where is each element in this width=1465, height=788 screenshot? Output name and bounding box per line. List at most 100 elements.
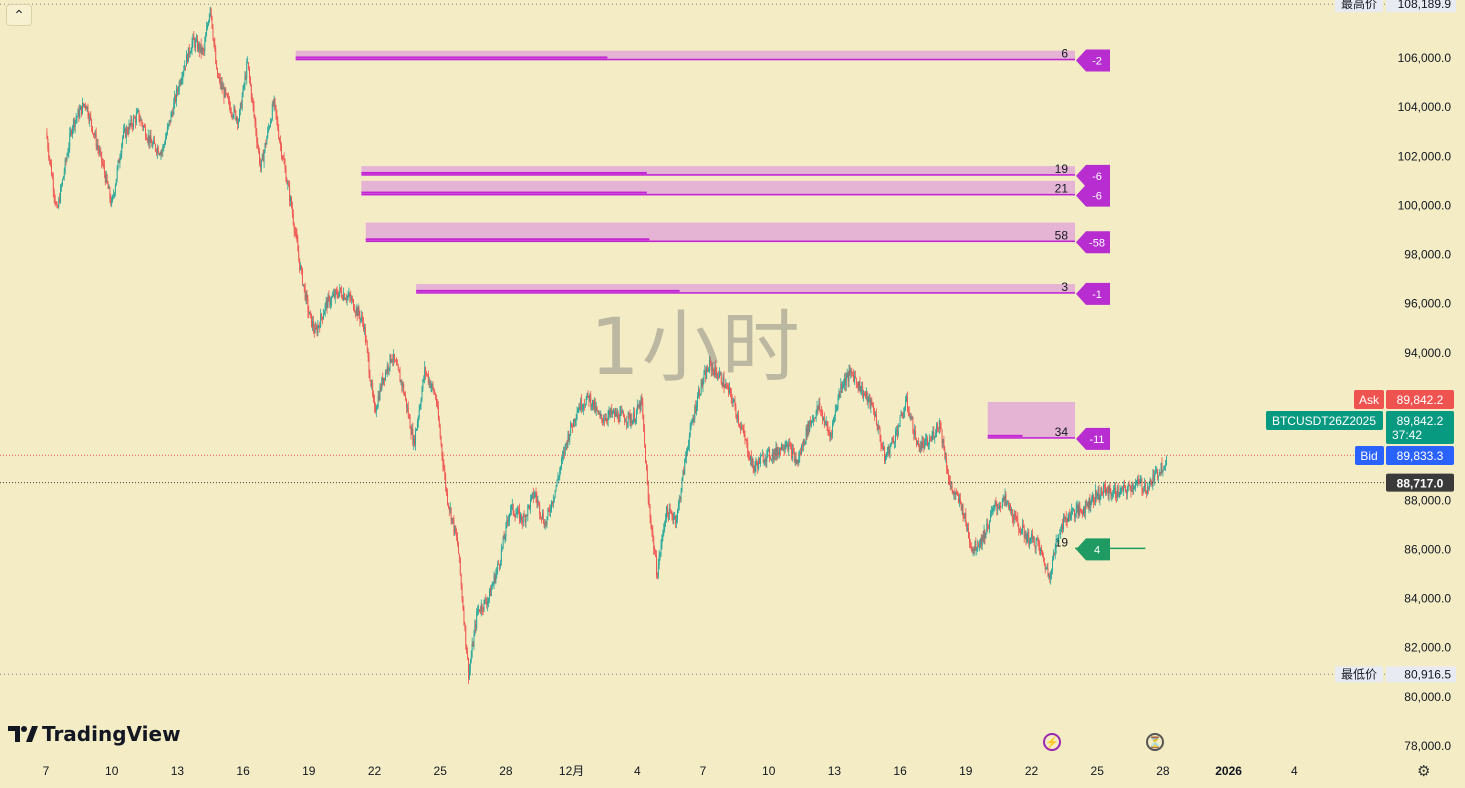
candle xyxy=(654,545,656,555)
candle xyxy=(1083,505,1085,518)
candle xyxy=(584,403,586,409)
candle-body xyxy=(126,128,128,133)
candle-body xyxy=(1161,463,1163,473)
candle xyxy=(86,106,88,112)
candle xyxy=(363,316,364,332)
candle xyxy=(322,316,323,325)
candle-body xyxy=(1036,539,1038,541)
candle-body xyxy=(732,401,734,404)
candle-body xyxy=(979,538,981,546)
candle xyxy=(579,402,581,411)
candle xyxy=(460,573,462,590)
candle xyxy=(425,366,427,380)
candle-body xyxy=(837,398,839,408)
candle-body xyxy=(372,383,374,395)
candle xyxy=(736,413,738,423)
candle xyxy=(1095,490,1097,503)
candle-body xyxy=(579,407,581,410)
candle-body xyxy=(409,416,411,429)
candle xyxy=(956,488,958,496)
candle xyxy=(1139,474,1141,487)
candle xyxy=(643,414,645,433)
candle xyxy=(1137,474,1139,486)
candle-body xyxy=(281,156,283,159)
candle xyxy=(572,418,574,427)
candle xyxy=(160,149,162,160)
candle xyxy=(1076,500,1078,513)
candle xyxy=(339,283,341,297)
candle-body xyxy=(381,378,383,390)
candle-body xyxy=(338,292,340,298)
candle xyxy=(549,504,551,517)
candle xyxy=(965,508,967,527)
candle-body xyxy=(102,162,104,165)
candle xyxy=(744,430,746,445)
candle xyxy=(393,349,395,366)
candle-body xyxy=(779,447,781,455)
candle-body xyxy=(833,418,834,423)
candle xyxy=(1105,487,1107,496)
candle xyxy=(171,109,173,117)
candle-body xyxy=(330,302,332,305)
candle-body xyxy=(506,520,508,524)
candle-body xyxy=(964,513,966,518)
candle xyxy=(715,360,717,379)
candle-body xyxy=(930,439,932,441)
candle xyxy=(750,454,751,466)
candle-body xyxy=(80,106,82,110)
candle xyxy=(272,99,274,108)
candle xyxy=(243,82,245,92)
candle xyxy=(278,124,280,140)
zone-badge-value: -6 xyxy=(1092,191,1102,203)
hourglass-icon[interactable]: ⏳ xyxy=(1146,733,1164,751)
candle xyxy=(478,604,479,615)
candle xyxy=(1136,475,1138,488)
candle xyxy=(481,603,483,615)
candle-body xyxy=(187,47,189,63)
x-axis-tick: 13 xyxy=(171,764,185,778)
candle xyxy=(801,443,802,455)
candle xyxy=(856,381,858,388)
flash-icon[interactable]: ⚡ xyxy=(1043,733,1061,751)
candle-body xyxy=(848,370,850,382)
bid-tag-value-bg xyxy=(1386,446,1454,465)
collapse-button[interactable]: ⌃ xyxy=(6,4,32,26)
candle-body xyxy=(353,299,354,310)
settings-gear-icon[interactable]: ⚙ xyxy=(1417,763,1431,780)
candle xyxy=(1036,536,1038,541)
candle xyxy=(727,383,729,390)
candle-body xyxy=(309,311,311,315)
candle-body xyxy=(243,85,245,87)
candle-body xyxy=(107,182,109,189)
candle-body xyxy=(216,63,218,69)
candle-body xyxy=(582,408,583,410)
candle xyxy=(115,178,117,186)
tradingview-logo[interactable]: TradingView xyxy=(8,722,181,746)
candle xyxy=(140,116,142,122)
candle xyxy=(119,153,121,169)
candle xyxy=(923,437,925,453)
candle xyxy=(1074,512,1076,523)
candle-body xyxy=(295,232,297,234)
candle xyxy=(497,560,499,575)
candle-body xyxy=(504,536,506,540)
candle xyxy=(381,376,383,392)
candle xyxy=(153,136,155,145)
candle xyxy=(513,510,515,517)
candle xyxy=(838,388,840,401)
candle-body xyxy=(900,413,902,416)
candle xyxy=(458,541,459,554)
candle-body xyxy=(134,118,136,123)
candle-body xyxy=(1118,493,1120,496)
x-axis-tick: 4 xyxy=(1291,764,1298,778)
candle-body xyxy=(531,495,532,499)
candle xyxy=(422,378,424,392)
candle-body xyxy=(351,298,353,300)
candle-body xyxy=(1133,487,1135,490)
candle-body xyxy=(858,381,860,390)
candle-body xyxy=(1101,488,1103,493)
candle xyxy=(791,443,793,462)
candle-body xyxy=(494,575,496,583)
